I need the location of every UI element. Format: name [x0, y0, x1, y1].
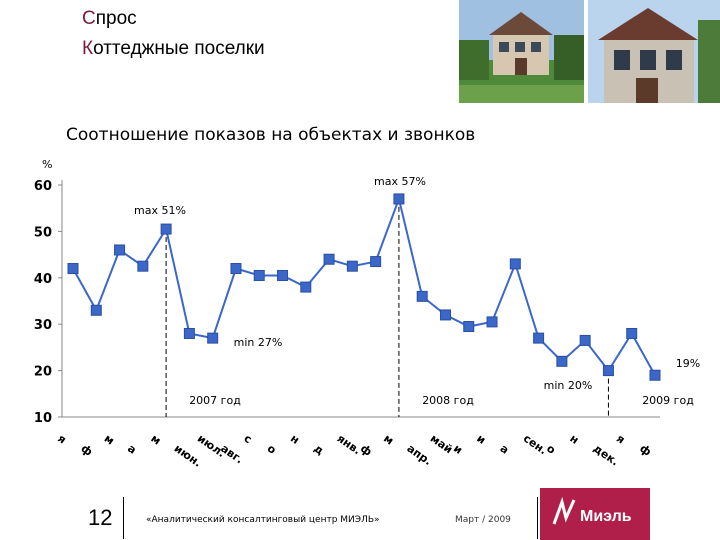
x-tick-label-23: дек. — [591, 442, 621, 469]
slide-title-line1-initial: С — [82, 8, 96, 29]
annotation-4: 19% — [676, 357, 700, 370]
year-label-1: 2008 год — [422, 394, 474, 407]
miel-logo: Миэль — [540, 488, 650, 540]
data-point-8 — [253, 269, 265, 281]
data-point-7 — [230, 263, 242, 275]
slide-title-line1: Спрос — [82, 9, 137, 28]
y-tick-label-1: 20 — [34, 365, 52, 380]
data-point-4 — [160, 223, 172, 235]
y-tick-label-5: 60 — [34, 179, 52, 194]
data-point-24 — [626, 327, 638, 339]
x-tick-label-9: о — [265, 442, 279, 457]
x-tick-label-18: и — [474, 432, 488, 447]
data-point-21 — [556, 355, 568, 367]
x-tick-label-2: м — [102, 432, 117, 448]
x-tick-label-15: апр. — [404, 442, 434, 468]
data-point-10 — [300, 281, 312, 293]
chart-title: Соотношение показов на объектах и звонко… — [66, 125, 476, 145]
footer-divider-left — [123, 497, 124, 539]
series-line — [72, 195, 656, 376]
data-point-6 — [207, 332, 219, 344]
x-tick-label-19: а — [498, 442, 512, 457]
footer-company-text: «Аналитический консалтинговый центр МИЭЛ… — [146, 515, 380, 525]
year-label-2: 2009 год — [642, 394, 694, 407]
data-point-20 — [533, 332, 545, 344]
footer-date: Март / 2009 — [455, 515, 511, 525]
annotation-2: max 57% — [374, 175, 426, 188]
x-tick-label-22: н — [567, 432, 581, 447]
y-tick-label-4: 50 — [34, 225, 52, 240]
x-tick-label-7: авг. — [218, 442, 245, 467]
annotation-0: max 51% — [134, 204, 186, 217]
annotation-1: min 27% — [234, 336, 283, 349]
data-point-9 — [277, 269, 289, 281]
x-tick-label-25: ф — [637, 442, 653, 459]
x-tick-label-5: июн. — [172, 442, 204, 470]
page-number: 12 — [88, 505, 113, 530]
x-tick-label-12: янв. — [335, 432, 364, 457]
annotation-3: min 20% — [544, 379, 593, 392]
slide-title-line2: Коттеджные поселки — [82, 39, 265, 58]
line-chart: % 10 20 30 40 50 60 2007 год 2008 год 2009 год max… — [34, 158, 700, 470]
y-axis-label: % — [42, 158, 52, 171]
footer-divider-right — [537, 497, 538, 539]
data-point-12 — [346, 260, 358, 272]
x-tick-label-3: а — [125, 442, 139, 457]
data-point-13 — [370, 256, 382, 268]
y-tick-label-0: 10 — [34, 411, 52, 426]
data-point-18 — [486, 316, 498, 328]
data-point-1 — [90, 304, 102, 316]
x-tick-label-14: м — [381, 432, 396, 448]
data-point-19 — [509, 258, 521, 270]
data-point-17 — [463, 321, 475, 333]
y-tick-label-2: 30 — [34, 318, 52, 333]
year-label-0: 2007 год — [189, 394, 241, 407]
cottage-photo-2 — [588, 0, 720, 103]
logo-text: Миэль — [580, 508, 632, 525]
data-point-25 — [649, 369, 661, 381]
slide-title-line2-initial: К — [82, 38, 94, 59]
data-point-11 — [323, 253, 335, 265]
x-tick-label-8: с — [242, 432, 255, 446]
data-point-14 — [393, 193, 405, 205]
x-tick-label-1: ф — [79, 442, 95, 459]
data-point-23 — [602, 365, 614, 377]
x-tick-label-0: я — [55, 432, 68, 447]
x-tick-label-11: д — [311, 442, 326, 458]
x-tick-label-16: май — [428, 432, 455, 456]
x-tick-label-24: я — [614, 432, 627, 447]
slide-title-line1-rest: прос — [95, 8, 137, 29]
data-point-15 — [416, 290, 428, 302]
x-tick-label-20: сен. — [521, 432, 550, 457]
y-tick-label-3: 40 — [34, 272, 52, 287]
data-point-2 — [114, 244, 126, 256]
data-point-16 — [439, 309, 451, 321]
data-point-3 — [137, 260, 149, 272]
slide-title-line2-rest: оттеджные поселки — [93, 38, 265, 59]
x-tick-label-4: м — [148, 432, 163, 448]
x-tick-label-10: н — [288, 432, 302, 447]
data-point-5 — [183, 327, 195, 339]
data-point-0 — [67, 263, 79, 275]
data-point-22 — [579, 334, 591, 346]
cottage-photo-1 — [459, 0, 584, 103]
